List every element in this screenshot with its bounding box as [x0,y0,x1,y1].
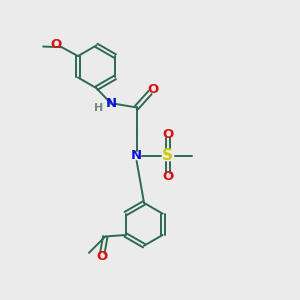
Text: O: O [162,128,173,141]
Text: O: O [147,82,159,96]
Text: O: O [51,38,62,51]
Text: N: N [131,149,142,162]
Text: H: H [94,103,104,113]
Text: S: S [162,148,173,163]
Text: N: N [106,98,117,110]
Text: O: O [97,250,108,263]
Text: O: O [162,170,173,183]
